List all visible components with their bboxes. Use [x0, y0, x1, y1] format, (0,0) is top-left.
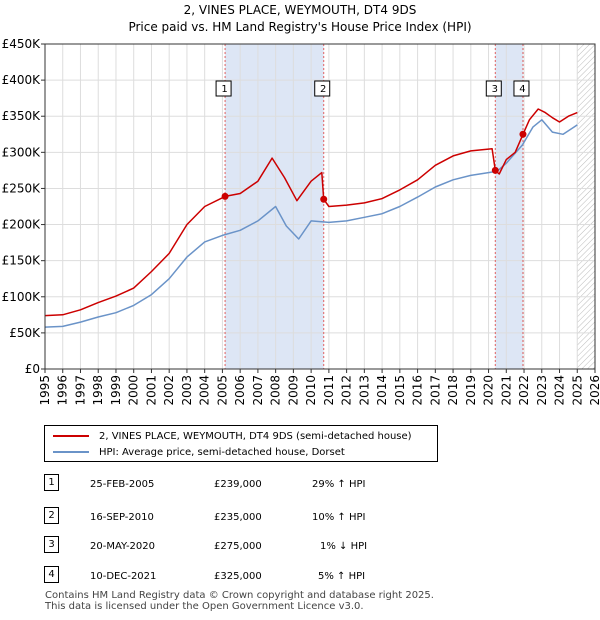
sale-label-box [485, 80, 502, 97]
sale-hpi-diff: 10% ↑ HPI [312, 512, 366, 523]
sale-label-box [513, 80, 530, 97]
hpi-line [44, 119, 578, 328]
sale-point [519, 130, 527, 138]
x-tick-label: 2001 [144, 375, 158, 406]
plot-frame [44, 43, 596, 370]
sale-number-badge: 4 [44, 566, 59, 583]
y-tick-label: £200K [2, 218, 42, 232]
sale-date: 10-DEC-2021 [90, 571, 157, 582]
sale-price: £235,000 [214, 512, 262, 523]
sale-row: 3 20-MAY-2020 £275,000 1% ↓ HPI [0, 536, 600, 560]
sale-number-badge: 1 [44, 474, 59, 491]
y-tick-label: £150K [2, 254, 42, 268]
x-tick-label: 1997 [73, 375, 87, 406]
x-tick-label: 2013 [357, 375, 371, 406]
y-tick-label: £250K [2, 181, 42, 195]
x-tick-label: 2014 [375, 375, 389, 406]
legend-label-property: 2, VINES PLACE, WEYMOUTH, DT4 9DS (semi-… [99, 430, 412, 442]
sale-label-number: 4 [519, 84, 525, 95]
y-tick-label: £300K [2, 145, 42, 159]
x-tick-label: 2010 [304, 375, 318, 406]
x-tick-label: 2019 [464, 375, 478, 406]
legend: 2, VINES PLACE, WEYMOUTH, DT4 9DS (semi-… [44, 425, 438, 462]
sale-price: £275,000 [214, 541, 262, 552]
x-tick-label: 2008 [269, 375, 283, 406]
sale-date: 25-FEB-2005 [90, 479, 155, 490]
sale-label-number: 2 [320, 84, 326, 95]
sale-date: 20-MAY-2020 [90, 541, 156, 552]
x-tick-label: 1996 [56, 375, 70, 406]
sale-label-number: 1 [221, 84, 227, 95]
legend-swatch-property [53, 435, 89, 437]
x-tick-label: 1998 [91, 375, 105, 406]
sale-point [221, 192, 229, 200]
sale-label-box [215, 80, 232, 97]
y-tick-label: £50K [9, 326, 41, 340]
sale-price: £325,000 [214, 571, 262, 582]
sale-price: £239,000 [214, 479, 262, 490]
x-tick-label: 2021 [499, 375, 513, 406]
x-tick-label: 2000 [127, 375, 141, 406]
x-tick-label: 2016 [411, 375, 425, 406]
x-tick-label: 2004 [198, 375, 212, 406]
y-tick-label: £0 [25, 362, 40, 376]
x-tick-label: 2025 [570, 375, 584, 406]
x-tick-label: 1995 [38, 375, 52, 406]
x-tick-label: 2018 [446, 375, 460, 406]
y-tick-label: £400K [2, 73, 42, 87]
x-tick-label: 2006 [233, 375, 247, 406]
y-tick-label: £450K [2, 37, 42, 51]
x-tick-label: 2003 [180, 375, 194, 406]
chart-title: 2, VINES PLACE, WEYMOUTH, DT4 9DS [183, 3, 417, 17]
sale-hpi-diff: 5% ↑ HPI [318, 571, 366, 582]
sale-row: 4 10-DEC-2021 £325,000 5% ↑ HPI [0, 566, 600, 590]
chart-subtitle: Price paid vs. HM Land Registry's House … [128, 20, 472, 34]
sale-number-badge: 2 [44, 507, 59, 524]
sale-point [320, 195, 328, 203]
sale-date: 16-SEP-2010 [90, 512, 154, 523]
x-tick-label: 2026 [588, 375, 600, 406]
x-tick-label: 2012 [340, 375, 354, 406]
sale-label-box [314, 80, 331, 97]
x-tick-label: 2024 [553, 375, 567, 406]
x-tick-label: 2017 [428, 375, 442, 406]
x-tick-label: 2009 [286, 375, 300, 406]
x-tick-label: 2007 [251, 375, 265, 406]
y-tick-label: £100K [2, 290, 42, 304]
x-tick-label: 2023 [535, 375, 549, 406]
sale-point [491, 166, 499, 174]
sale-hpi-diff: 29% ↑ HPI [312, 479, 366, 490]
property-price-line [44, 108, 578, 317]
sale-row: 1 25-FEB-2005 £239,000 29% ↑ HPI [0, 474, 600, 498]
legend-item-property: 2, VINES PLACE, WEYMOUTH, DT4 9DS (semi-… [53, 429, 412, 443]
sale-label-number: 3 [492, 84, 498, 95]
x-tick-label: 2005 [215, 375, 229, 406]
x-tick-label: 2002 [162, 375, 176, 406]
legend-item-hpi: HPI: Average price, semi-detached house,… [53, 445, 345, 459]
x-tick-label: 2015 [393, 375, 407, 406]
x-tick-label: 2022 [517, 375, 531, 406]
legend-label-hpi: HPI: Average price, semi-detached house,… [99, 446, 345, 458]
price-chart: 1 2 3 4 £0 £50K £100K £150K £200K £250K £300K £350K… [2, 37, 600, 406]
y-tick-label: £350K [2, 109, 42, 123]
legend-swatch-hpi [53, 451, 89, 453]
sale-hpi-diff: 1% ↓ HPI [320, 541, 368, 552]
x-tick-label: 2011 [322, 375, 336, 406]
ownership-band [225, 44, 324, 369]
ownership-band [495, 44, 523, 369]
x-tick-label: 1999 [109, 375, 123, 406]
x-tick-label: 2020 [482, 375, 496, 406]
sale-number-badge: 3 [44, 536, 59, 553]
forecast-hatch [577, 44, 595, 369]
sale-row: 2 16-SEP-2010 £235,000 10% ↑ HPI [0, 507, 600, 531]
footer-licence: This data is licensed under the Open Gov… [45, 601, 364, 612]
footer: Contains HM Land Registry data © Crown c… [45, 590, 434, 612]
footer-copyright: Contains HM Land Registry data © Crown c… [45, 590, 434, 601]
